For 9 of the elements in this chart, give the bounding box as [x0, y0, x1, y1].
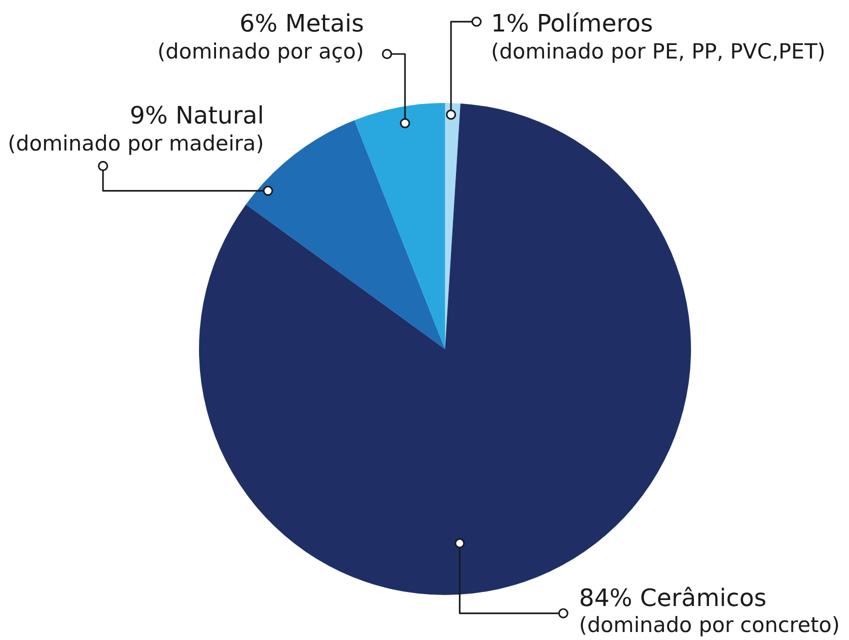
text: (dominado por concreto) — [579, 613, 840, 637]
slice-label: 84% Cerâmicos — [579, 584, 766, 612]
text: (dominado por PE, PP, PVC,PET) — [491, 40, 826, 64]
pie-slice — [354, 103, 445, 349]
slice-label: 1% Polímeros — [491, 9, 654, 38]
text: (dominado por madeira) — [8, 132, 264, 156]
text: (dominado por aço) — [157, 40, 364, 64]
slice-label: 6% Metais — [240, 9, 364, 38]
slice-label: 9% Natural — [130, 101, 264, 130]
